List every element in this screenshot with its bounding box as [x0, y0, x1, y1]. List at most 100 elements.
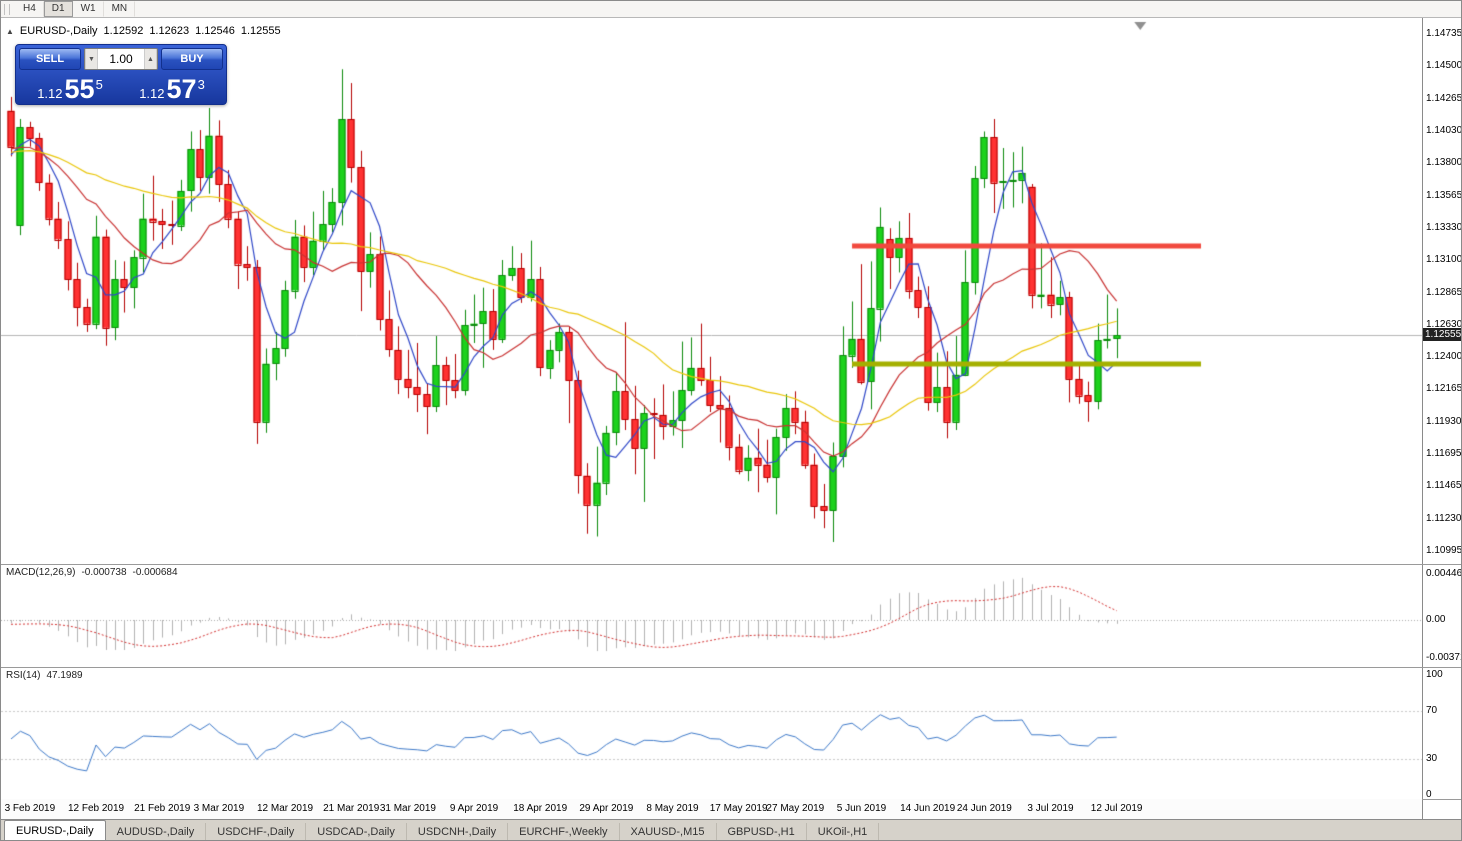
macd-axis-label: 0.004465: [1426, 568, 1462, 579]
timeframe-buttons: H4 D1 W1 MN: [15, 1, 136, 17]
sell-button[interactable]: SELL: [19, 48, 81, 70]
ohlc-open: 1.12592: [103, 25, 144, 37]
ohlc-low: 1.12546: [195, 25, 235, 37]
rsi-pane: RSI(14) 47.1989 100 70 30 0: [1, 667, 1461, 800]
date-axis-label: 21 Feb 2019: [134, 803, 191, 814]
macd-signal-value: -0.000684: [132, 567, 178, 578]
price-axis-label: 1.14500: [1426, 60, 1462, 72]
sell-price: 1.12 55 5: [19, 71, 121, 103]
timeframe-button-h4[interactable]: H4: [15, 1, 44, 17]
date-axis-label: 12 Feb 2019: [67, 803, 125, 814]
chart-tab[interactable]: GBPUSD-,H1: [717, 823, 807, 840]
chart-tab[interactable]: UKOil-,H1: [807, 823, 880, 840]
rsi-axis-label: 70: [1426, 705, 1438, 716]
buy-button[interactable]: BUY: [161, 48, 223, 70]
price-axis-label: 1.12630: [1426, 318, 1462, 330]
rsi-header: RSI(14) 47.1989: [6, 670, 83, 681]
macd-axis-label: 0.00: [1426, 614, 1446, 625]
chart-tab-bar: EURUSD-,Daily AUDUSD-,Daily USDCHF-,Daily U…: [1, 819, 1461, 840]
current-price-badge: 1.12555: [1423, 328, 1462, 342]
rsi-value: 47.1989: [46, 670, 83, 681]
macd-label: MACD(12,26,9): [6, 567, 76, 578]
buy-price: 1.12 57 3: [121, 71, 223, 103]
macd-header: MACD(12,26,9) -0.000738 -0.000684: [6, 567, 178, 578]
volume-input[interactable]: [98, 49, 144, 69]
date-axis-label: 31 Mar 2019: [379, 803, 436, 814]
rsi-label: RSI(14): [6, 670, 41, 681]
price-axis-label: 1.10995: [1426, 545, 1462, 556]
price-axis-label: 1.14030: [1426, 125, 1462, 137]
date-axis[interactable]: 3 Feb 2019 12 Feb 2019 21 Feb 2019 3 Mar 20…: [1, 799, 1422, 819]
price-axis-label: 1.14265: [1426, 92, 1462, 104]
macd-pane: MACD(12,26,9) -0.000738 -0.000684 0.0044…: [1, 564, 1462, 667]
date-axis-label: 18 Apr 2019: [513, 803, 568, 814]
price-axis-label: 1.13565: [1426, 189, 1462, 201]
main-chart-pane: ▲ EURUSD-,Daily 1.12592 1.12623 1.12546 …: [1, 18, 1462, 564]
chart-tab[interactable]: EURUSD-,Daily: [4, 820, 106, 840]
rsi-axis[interactable]: 100 70 30 0: [1423, 667, 1461, 800]
rsi-canvas[interactable]: [1, 667, 1422, 799]
chart-header: ▲ EURUSD-,Daily 1.12592 1.12623 1.12546 …: [6, 25, 281, 37]
timeframe-button-d1[interactable]: D1: [43, 1, 73, 17]
date-axis-label: 21 Mar 2019: [323, 803, 380, 814]
sell-price-big: 55: [64, 74, 95, 104]
ohlc-close: 1.12555: [240, 25, 281, 37]
timeframe-button-w1[interactable]: W1: [73, 1, 104, 17]
timeframe-toolbar: H4 D1 W1 MN: [1, 1, 1461, 18]
date-axis-label: 3 Jul 2019: [1027, 803, 1074, 814]
date-axis-label: 12 Mar 2019: [256, 803, 314, 814]
price-axis-label: 1.12165: [1426, 383, 1462, 395]
buy-price-base: 1.12: [139, 86, 165, 101]
macd-axis-label: -0.003715: [1426, 652, 1461, 664]
volume-box: ▼ ▲: [84, 48, 158, 70]
date-axis-label: 14 Jun 2019: [900, 803, 956, 814]
timeframe-button-mn[interactable]: MN: [104, 1, 136, 17]
date-axis-label: 8 May 2019: [646, 803, 699, 814]
price-axis[interactable]: 1.14735 1.14500 1.14265 1.14030 1.13800 1.135…: [1423, 18, 1462, 564]
macd-value: -0.000738: [81, 567, 127, 578]
volume-up-button[interactable]: ▲: [144, 49, 157, 69]
date-axis-label: 29 Apr 2019: [579, 803, 634, 814]
chart-tab[interactable]: EURCHF-,Weekly: [508, 823, 620, 840]
price-axis-separator: [1422, 18, 1423, 819]
volume-down-button[interactable]: ▼: [85, 49, 98, 69]
date-axis-label: 9 Apr 2019: [449, 803, 499, 814]
chart-tab[interactable]: USDCAD-,Daily: [306, 823, 407, 840]
buy-price-big: 57: [166, 74, 197, 104]
chart-tab[interactable]: AUDUSD-,Daily: [106, 823, 207, 840]
price-axis-label: 1.11930: [1426, 415, 1462, 427]
price-axis-label: 1.13330: [1426, 222, 1462, 234]
rsi-axis-label: 0: [1426, 789, 1432, 800]
one-click-toggle-icon[interactable]: ▲: [6, 26, 14, 36]
date-axis-label: 3 Feb 2019: [4, 803, 56, 814]
price-axis-label: 1.14735: [1426, 28, 1462, 39]
price-axis-label: 1.13100: [1426, 254, 1462, 265]
date-axis-label: 12 Jul 2019: [1090, 803, 1143, 814]
date-axis-label: 5 Jun 2019: [836, 803, 887, 814]
date-axis-label: 27 May 2019: [766, 803, 825, 814]
sell-price-base: 1.12: [37, 86, 63, 101]
chart-tab[interactable]: USDCHF-,Daily: [206, 823, 307, 840]
chart-symbol-label: EURUSD-,Daily: [19, 25, 98, 37]
price-axis-label: 1.12400: [1426, 350, 1462, 362]
rsi-axis-label: 30: [1426, 753, 1438, 764]
price-axis-label: 1.11230: [1426, 512, 1462, 524]
chart-tab[interactable]: USDCNH-,Daily: [407, 823, 509, 840]
price-axis-label: 1.11465: [1426, 480, 1462, 492]
price-axis-label: 1.13800: [1426, 157, 1462, 169]
macd-axis[interactable]: 0.004465 0.00 -0.003715: [1423, 564, 1462, 667]
main-chart-canvas[interactable]: [1, 18, 1422, 564]
macd-canvas[interactable]: [1, 564, 1422, 667]
date-axis-label: 3 Mar 2019: [193, 803, 245, 814]
date-axis-label: 17 May 2019: [709, 803, 768, 814]
sell-price-sup: 5: [95, 77, 103, 92]
toolbar-grip[interactable]: [4, 3, 10, 15]
ohlc-high: 1.12623: [149, 25, 190, 37]
chart-tab[interactable]: XAUUSD-,M15: [620, 823, 717, 840]
rsi-axis-label: 100: [1426, 669, 1443, 680]
date-axis-label: 24 Jun 2019: [956, 803, 1012, 814]
buy-price-sup: 3: [197, 77, 205, 92]
price-axis-label: 1.11695: [1426, 448, 1462, 460]
